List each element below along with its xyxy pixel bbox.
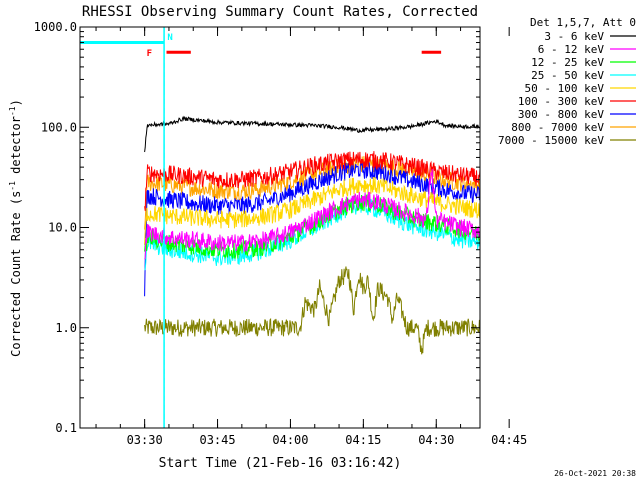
flag-f: F bbox=[147, 49, 152, 59]
plot-area: FN bbox=[79, 26, 481, 429]
legend-label: 7000 - 15000 keV bbox=[498, 134, 604, 147]
x-tick-label: 03:45 bbox=[199, 433, 235, 447]
timestamp: 26-Oct-2021 20:38 bbox=[554, 469, 636, 478]
x-tick-label: 04:15 bbox=[345, 433, 381, 447]
x-tick-label: 04:45 bbox=[491, 433, 527, 447]
series-line-3-6kev bbox=[144, 115, 480, 153]
legend-label: 100 - 300 keV bbox=[518, 95, 604, 108]
legend-label: 3 - 6 keV bbox=[544, 30, 604, 43]
x-axis: 03:30 03:45 04:00 04:15 04:30 04:45 bbox=[95, 27, 527, 447]
y-axis-label-sup: -1 bbox=[8, 181, 17, 191]
legend-header: Det 1,5,7, Att 0 bbox=[530, 16, 636, 29]
series-line-7000-15000kev bbox=[144, 266, 480, 355]
y-tick-label: 1.0 bbox=[55, 321, 77, 335]
y-axis-label-mid: detector bbox=[9, 116, 23, 181]
legend-label: 300 - 800 keV bbox=[518, 108, 604, 121]
y-tick-label: 0.1 bbox=[55, 421, 77, 435]
legend-label: 25 - 50 keV bbox=[531, 69, 604, 82]
x-tick-label: 03:30 bbox=[127, 433, 163, 447]
y-axis: 0.1 1.0 10.0 100.0 1000.0 bbox=[34, 20, 480, 435]
chart-title: RHESSI Observing Summary Count Rates, Co… bbox=[82, 4, 478, 20]
series-line-300-800kev bbox=[144, 160, 480, 297]
y-axis-label: Corrected Count Rate (s-1 detector-1) bbox=[8, 99, 23, 357]
plot-inner: FN bbox=[80, 27, 480, 428]
y-tick-label: 1000.0 bbox=[34, 20, 77, 34]
y-axis-label-end: ) bbox=[9, 99, 23, 106]
series-line-50-100kev bbox=[144, 176, 480, 245]
x-axis-label: Start Time (21-Feb-16 03:16:42) bbox=[159, 456, 402, 471]
legend-label: 12 - 25 keV bbox=[531, 56, 604, 69]
y-axis-label-main: Corrected Count Rate (s bbox=[9, 191, 23, 357]
y-axis-label-sup-2: -1 bbox=[8, 106, 17, 116]
series-line-12-25kev bbox=[144, 194, 480, 260]
x-tick-label: 04:30 bbox=[418, 433, 454, 447]
x-tick-label: 04:00 bbox=[272, 433, 308, 447]
series-line-6-12kev bbox=[144, 168, 480, 260]
y-tick-label: 100.0 bbox=[41, 120, 77, 134]
legend-label: 800 - 7000 keV bbox=[511, 121, 604, 134]
legend-label: 50 - 100 keV bbox=[525, 82, 605, 95]
flag-n: N bbox=[167, 33, 172, 43]
series-line-100-300kev bbox=[144, 151, 480, 211]
y-tick-label: 10.0 bbox=[48, 221, 77, 235]
legend-label: 6 - 12 keV bbox=[538, 43, 605, 56]
